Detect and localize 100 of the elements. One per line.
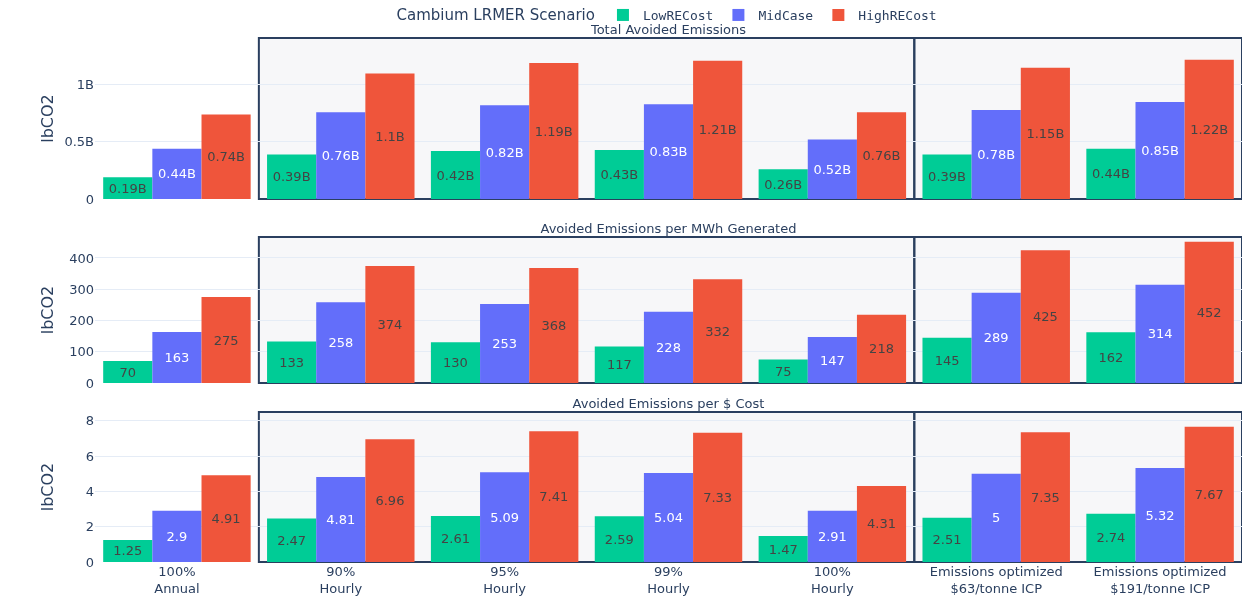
bar [316,477,366,562]
bar [643,104,694,199]
bar [693,60,743,199]
data-label: 7.33 [703,489,733,505]
bar [1184,241,1234,383]
bar [529,267,579,383]
x-tick-label: 100% Hourly [811,564,854,596]
data-label: 1.22B [1190,121,1229,137]
bar [693,279,743,383]
data-label: 162 [1098,350,1124,366]
data-label: 133 [279,354,305,370]
data-label: 0.26B [764,176,803,192]
data-label: 0.85B [1141,142,1180,158]
data-label: 332 [705,323,731,339]
data-label: 7.41 [539,489,569,505]
data-label: 2.47 [277,532,307,548]
x-tick-label: 90% Hourly [319,564,363,596]
bar [594,346,644,383]
bar [529,63,579,199]
data-label: 7.67 [1194,486,1224,502]
chart-title: Total Avoided Emissions [589,22,747,37]
data-label: 228 [656,339,681,355]
y-tick-label: 0.5B [64,134,94,150]
bar [1086,332,1136,383]
y-axis-title: lbCO2 [38,94,57,143]
data-label: 75 [774,363,792,379]
bar [430,151,481,199]
bar [856,485,907,562]
legend-label: MidCase [758,8,814,24]
y-tick-label: 100 [69,344,94,360]
data-label: 0.43B [600,166,639,182]
data-label: 0.78B [977,146,1016,162]
data-label: 0.76B [862,148,901,164]
data-label: 1.21B [698,122,737,138]
bar [430,342,481,383]
bar [152,510,202,562]
x-tick-label: 99% Hourly [647,564,691,596]
y-tick-label: 1B [76,77,94,93]
y-tick-label: 200 [69,313,94,329]
data-label: 0.44B [157,166,196,182]
chart-title: Avoided Emissions per $ Cost [572,396,765,411]
bar [1184,59,1234,199]
bar [316,112,366,199]
bar [1135,101,1185,199]
data-label: 1.47 [768,541,798,557]
data-label: 0.44B [1091,166,1130,182]
data-label: 5.04 [654,510,683,526]
data-label: 2.51 [932,532,962,548]
bar [201,297,251,383]
data-label: 1.25 [113,543,143,559]
bar [1086,148,1136,199]
bar [365,439,415,562]
bar [529,431,579,562]
bar [856,314,907,383]
data-label: 1.15B [1026,125,1065,141]
data-label: 0.19B [108,180,147,196]
data-label: 368 [541,317,567,333]
legend-title: Cambium LRMER Scenario [396,5,595,24]
data-label: 218 [869,341,894,357]
data-label: 5 [992,510,1001,526]
data-label: 0.74B [207,149,246,165]
y-tick-label: 4 [85,483,94,499]
y-tick-label: 8 [85,413,94,429]
y-tick-label: 0 [85,375,94,391]
bar [807,510,857,562]
y-tick-label: 300 [69,281,94,297]
bar [1020,432,1070,562]
data-label: 7.35 [1030,489,1060,505]
data-label: 117 [606,357,632,373]
bar [480,303,530,383]
y-axis-title: lbCO2 [38,285,57,335]
bar [1020,250,1070,383]
bar [267,341,317,383]
data-label: 1.19B [534,123,573,139]
bar [693,432,743,562]
bar [152,148,202,199]
data-label: 130 [443,355,468,371]
bar [807,139,857,199]
bar [480,105,530,199]
bar [201,114,251,199]
data-label: 4.91 [211,511,241,527]
data-label: 2.59 [604,531,634,547]
data-label: 374 [377,317,403,333]
bar [1135,468,1185,562]
data-label: 2.74 [1096,530,1126,546]
data-label: 6.96 [375,493,405,509]
bar [856,112,907,199]
bar [971,109,1021,199]
data-label: 0.42B [436,167,475,183]
bar [365,73,415,199]
bar [316,302,366,383]
bar [365,266,415,383]
bar [594,149,644,199]
data-label: 0.52B [813,161,852,177]
bar [758,536,808,562]
y-tick-label: 2 [85,519,94,535]
y-tick-label: 400 [69,250,94,266]
data-label: 0.83B [649,144,688,160]
bar [267,154,317,199]
bar [922,517,972,562]
